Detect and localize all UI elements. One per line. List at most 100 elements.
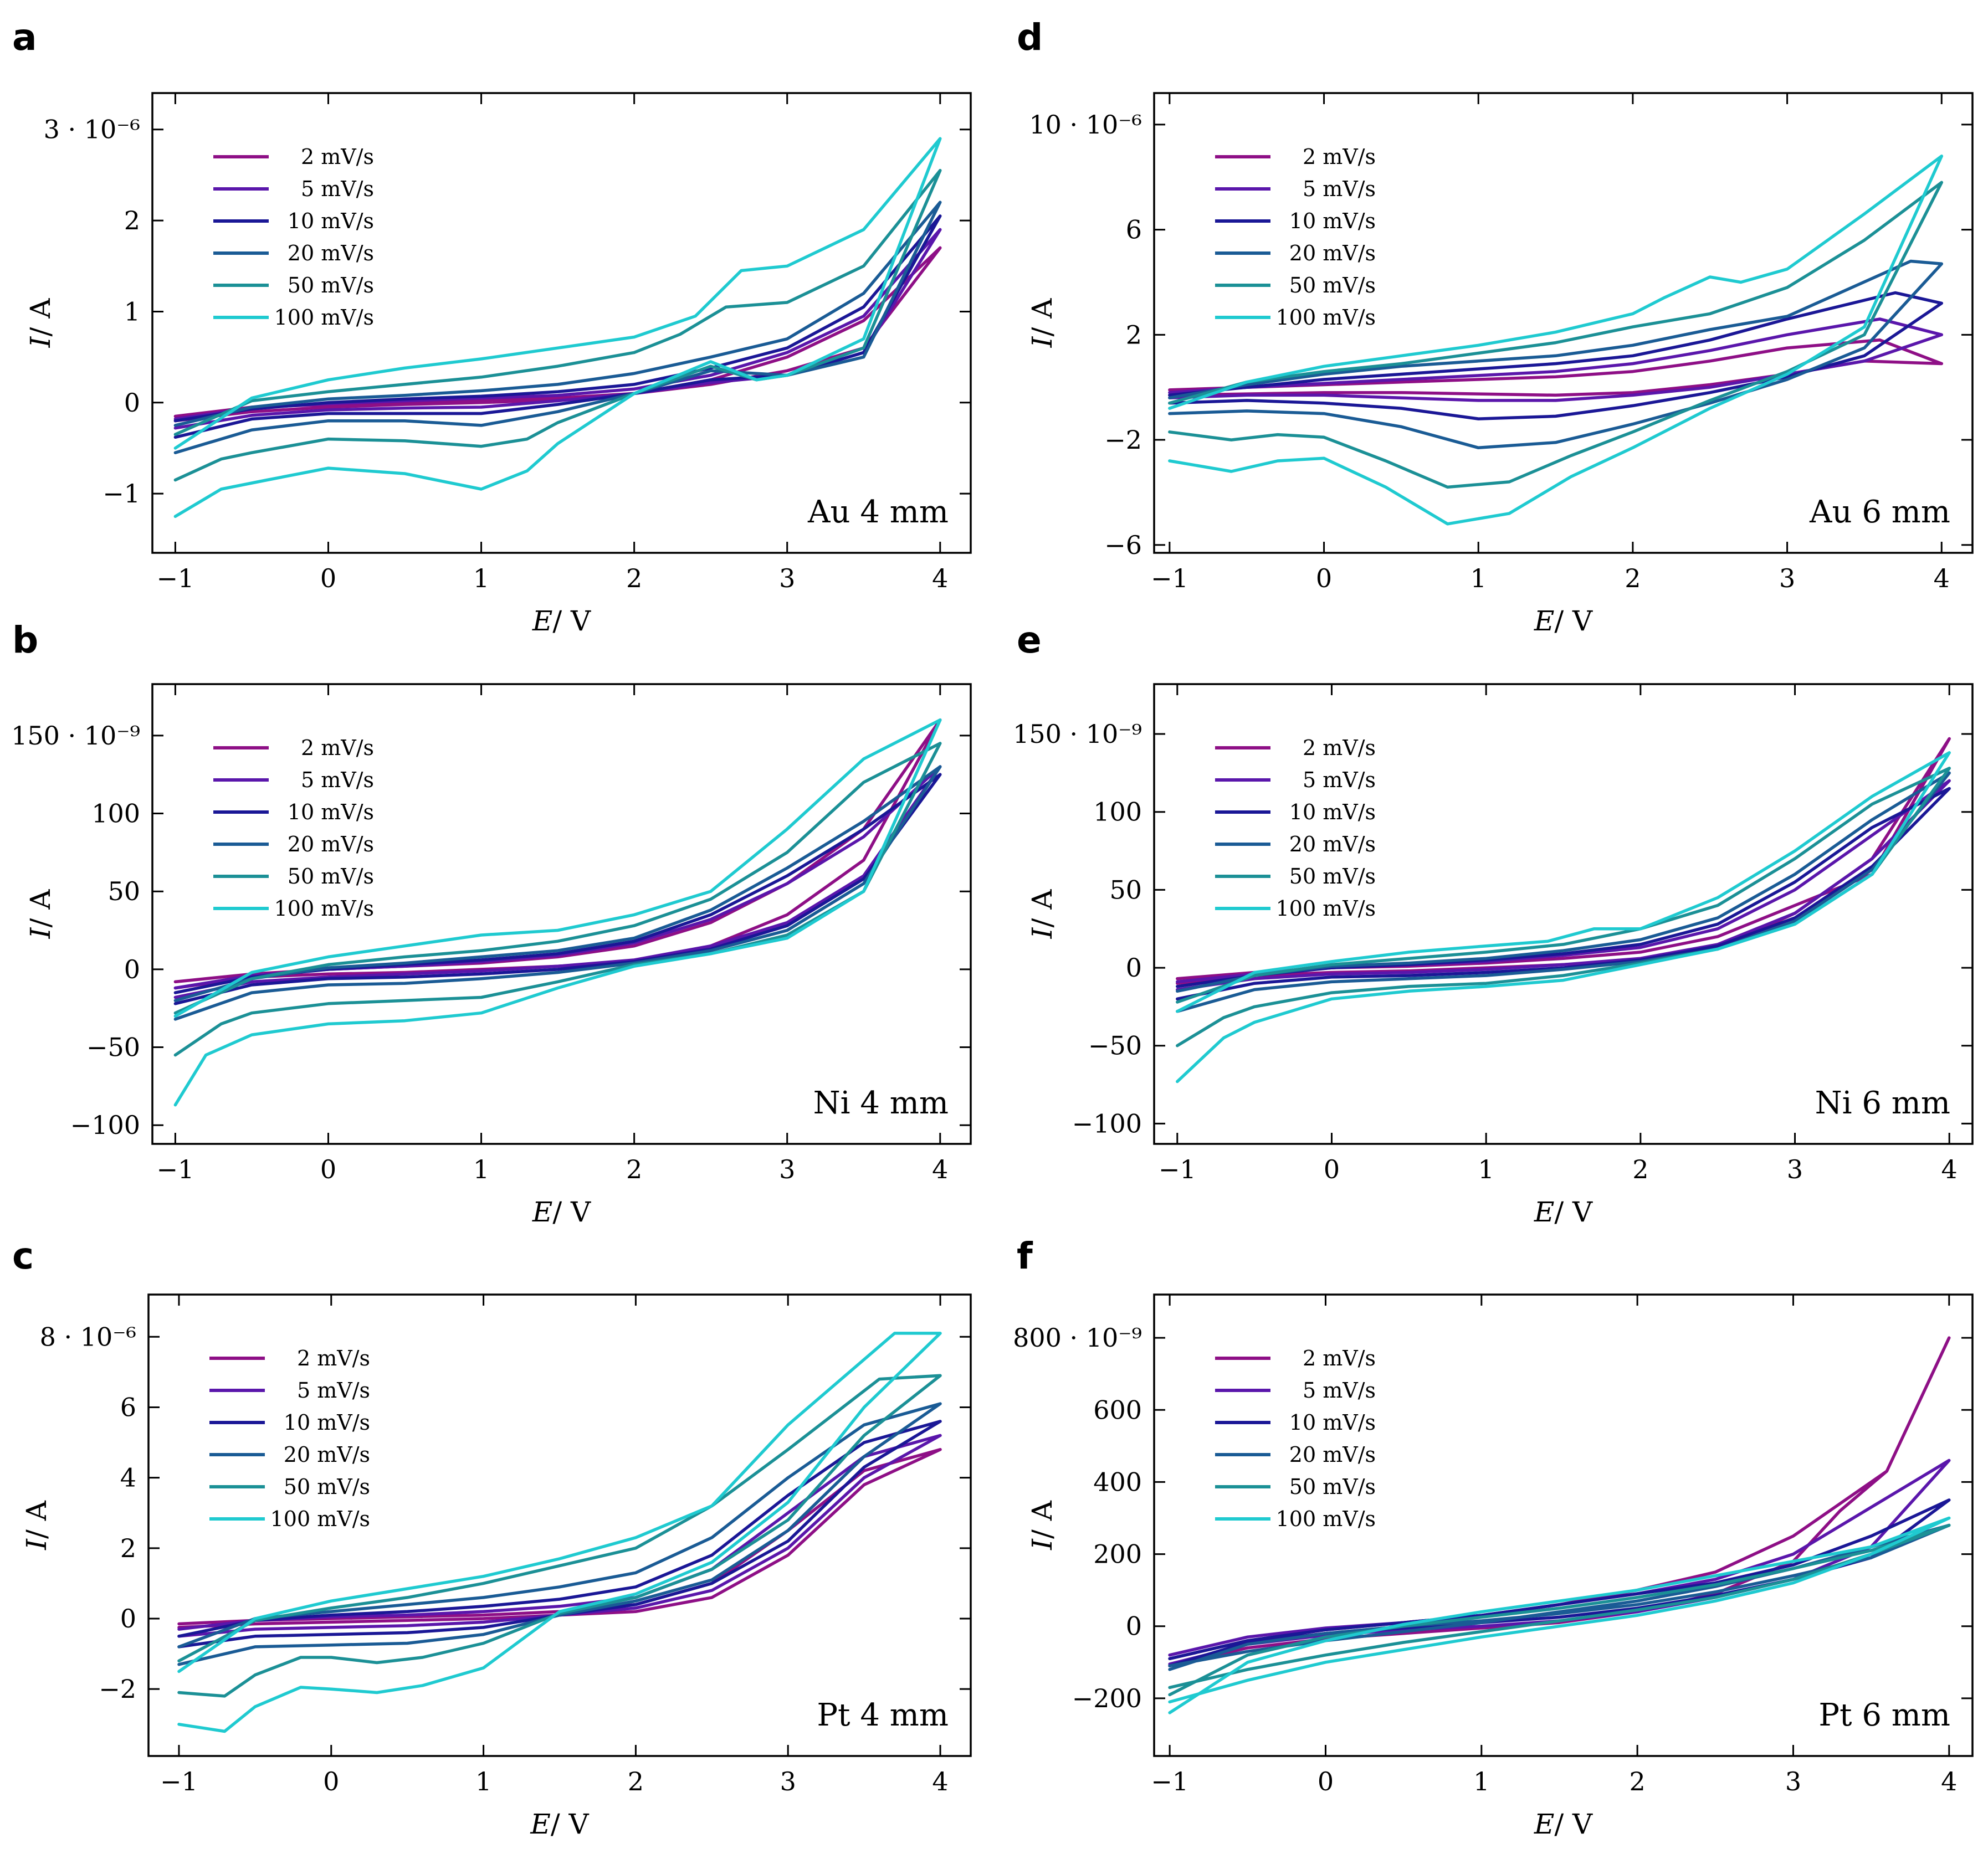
legend: 2 mV/s 5 mV/s 10 mV/s 20 mV/s 50 mV/s 100 mV/…	[213, 736, 374, 921]
series-line-100mvs	[1176, 751, 1951, 1084]
panel-letter: c	[12, 1235, 34, 1277]
legend-label: 50 mV/s	[288, 273, 374, 297]
x-tick-label: 4	[1941, 1767, 1957, 1796]
plot-frame	[147, 1293, 972, 1757]
x-axis-label-unit: / V	[551, 1808, 590, 1840]
x-axis-label: E/ V	[530, 1808, 589, 1840]
x-tick-label: 2	[1625, 563, 1641, 593]
panel-annotation: Ni 4 mm	[813, 1085, 949, 1121]
x-tick-label: 1	[1473, 1767, 1489, 1796]
y-tick-label: 6	[1126, 215, 1142, 245]
plot-frame	[1153, 92, 1974, 554]
y-tick-label: 8 · 10⁻⁶	[40, 1322, 136, 1352]
series-line-100mvs	[1168, 155, 1944, 526]
panel-letter: a	[12, 16, 37, 59]
legend-label: 20 mV/s	[288, 241, 374, 265]
legend-label: 100 mV/s	[1276, 305, 1376, 330]
y-axis-label-unit: / A	[1026, 298, 1058, 337]
x-tick-label: 1	[473, 563, 489, 593]
legend-label: 5 mV/s	[297, 1378, 370, 1403]
panel-e: e −1 0 1 2 3 4 −100 −50 0 50 100 150 · 10⁻⁹ E/ V I/ A 2…	[1013, 619, 1974, 1228]
panel-b: b −1 0 1 2 3 4 −100 −50 0 50 100 150 · 10⁻⁹ E/ V I/ A 2…	[11, 619, 972, 1228]
legend-label: 20 mV/s	[288, 832, 374, 856]
y-tick-label: −2	[1104, 425, 1142, 455]
y-axis-label-var: I	[21, 1538, 53, 1550]
y-tick-label: 50	[1109, 875, 1142, 905]
legend-label: 5 mV/s	[1303, 1378, 1376, 1403]
y-tick-label: 2	[120, 1533, 136, 1563]
legend-label: 5 mV/s	[301, 768, 374, 792]
legend-label: 2 mV/s	[301, 736, 374, 760]
x-tick-label: 0	[1316, 563, 1332, 593]
y-tick-label: 100	[91, 799, 140, 829]
y-axis-label-unit: / A	[1026, 1500, 1058, 1539]
legend: 2 mV/s 5 mV/s 10 mV/s 20 mV/s 50 mV/s 100 mV/…	[209, 1346, 370, 1531]
plot-frame	[151, 92, 972, 554]
x-tick-label: 4	[932, 1767, 948, 1796]
y-tick-label: 6	[120, 1392, 136, 1422]
series-line-5mvs	[1168, 317, 1944, 402]
y-tick-label: 100	[1093, 797, 1142, 827]
panel-annotation: Pt 4 mm	[817, 1697, 949, 1733]
series-line-5mvs	[177, 1434, 942, 1638]
series-line-20mvs	[173, 765, 942, 1021]
panel-letter: e	[1017, 619, 1042, 661]
series-line-50mvs	[1176, 767, 1951, 1047]
x-tick-label: 2	[626, 1154, 642, 1184]
legend: 2 mV/s 5 mV/s 10 mV/s 20 mV/s 50 mV/s 100 mV/…	[1215, 145, 1376, 330]
legend: 2 mV/s 5 mV/s 10 mV/s 20 mV/s 50 mV/s 100 mV/…	[1215, 736, 1376, 921]
y-tick-label: 1	[124, 296, 140, 326]
x-tick-label: 2	[626, 563, 642, 593]
x-tick-label: 2	[1632, 1154, 1648, 1184]
x-tick-label: 4	[932, 563, 948, 593]
y-tick-label: −200	[1072, 1683, 1142, 1713]
panel-letter: b	[12, 619, 38, 661]
x-tick-label: 0	[323, 1767, 339, 1796]
x-tick-label: 4	[932, 1154, 948, 1184]
plot-frame	[1153, 1293, 1974, 1757]
series-line-20mvs	[1176, 771, 1951, 1013]
plot-frame	[151, 683, 972, 1145]
y-axis-label-var: I	[24, 336, 57, 348]
series-line-10mvs	[173, 773, 942, 1005]
y-tick-label: 50	[107, 876, 140, 906]
series-line-50mvs	[173, 742, 942, 1057]
series-line-100mvs	[173, 718, 942, 1107]
y-axis-label: I/ A	[1026, 298, 1058, 348]
panel-a: a −1 0 1 2 3 4 −1 0 1 2 3 · 10⁻⁶ E/ V I/ A 2 mV/s 5 mV/…	[12, 16, 972, 637]
x-tick-label: 3	[779, 1154, 795, 1184]
panel-letter: f	[1017, 1235, 1033, 1277]
y-tick-label: 2	[124, 206, 140, 235]
series-line-100mvs	[177, 1332, 942, 1733]
x-tick-label: 2	[1629, 1767, 1645, 1796]
x-tick-label: 4	[1934, 563, 1950, 593]
y-tick-label: 0	[124, 954, 140, 984]
legend-label: 100 mV/s	[270, 1507, 370, 1531]
y-axis-label-unit: / A	[1026, 889, 1058, 928]
series-line-10mvs	[173, 214, 942, 439]
y-tick-label: 0	[1126, 953, 1142, 983]
legend-label: 100 mV/s	[1276, 896, 1376, 921]
x-tick-label: 0	[320, 563, 336, 593]
legend-label: 10 mV/s	[288, 800, 374, 824]
x-axis-label-var: E	[1534, 1808, 1555, 1840]
y-tick-label: 150 · 10⁻⁹	[11, 721, 140, 751]
x-axis-label: E/ V	[1534, 1196, 1593, 1228]
series-group	[1168, 155, 1944, 526]
x-tick-label: −1	[1159, 1154, 1196, 1184]
series-line-100mvs	[173, 137, 942, 518]
y-axis-label: I/ A	[1026, 1500, 1058, 1550]
series-line-20mvs	[177, 1402, 942, 1666]
y-axis-label: I/ A	[1026, 889, 1058, 939]
x-tick-label: 0	[1318, 1767, 1334, 1796]
legend-label: 50 mV/s	[1289, 864, 1376, 889]
y-tick-label: 400	[1093, 1467, 1142, 1497]
x-tick-label: 1	[1470, 563, 1487, 593]
series-line-20mvs	[1168, 259, 1944, 450]
series-line-2mvs	[1168, 338, 1944, 397]
series-line-2mvs	[177, 1448, 942, 1629]
x-tick-label: 0	[320, 1154, 336, 1184]
legend: 2 mV/s 5 mV/s 10 mV/s 20 mV/s 50 mV/s 100 mV/…	[1215, 1346, 1376, 1531]
y-tick-label: −2	[99, 1674, 136, 1704]
